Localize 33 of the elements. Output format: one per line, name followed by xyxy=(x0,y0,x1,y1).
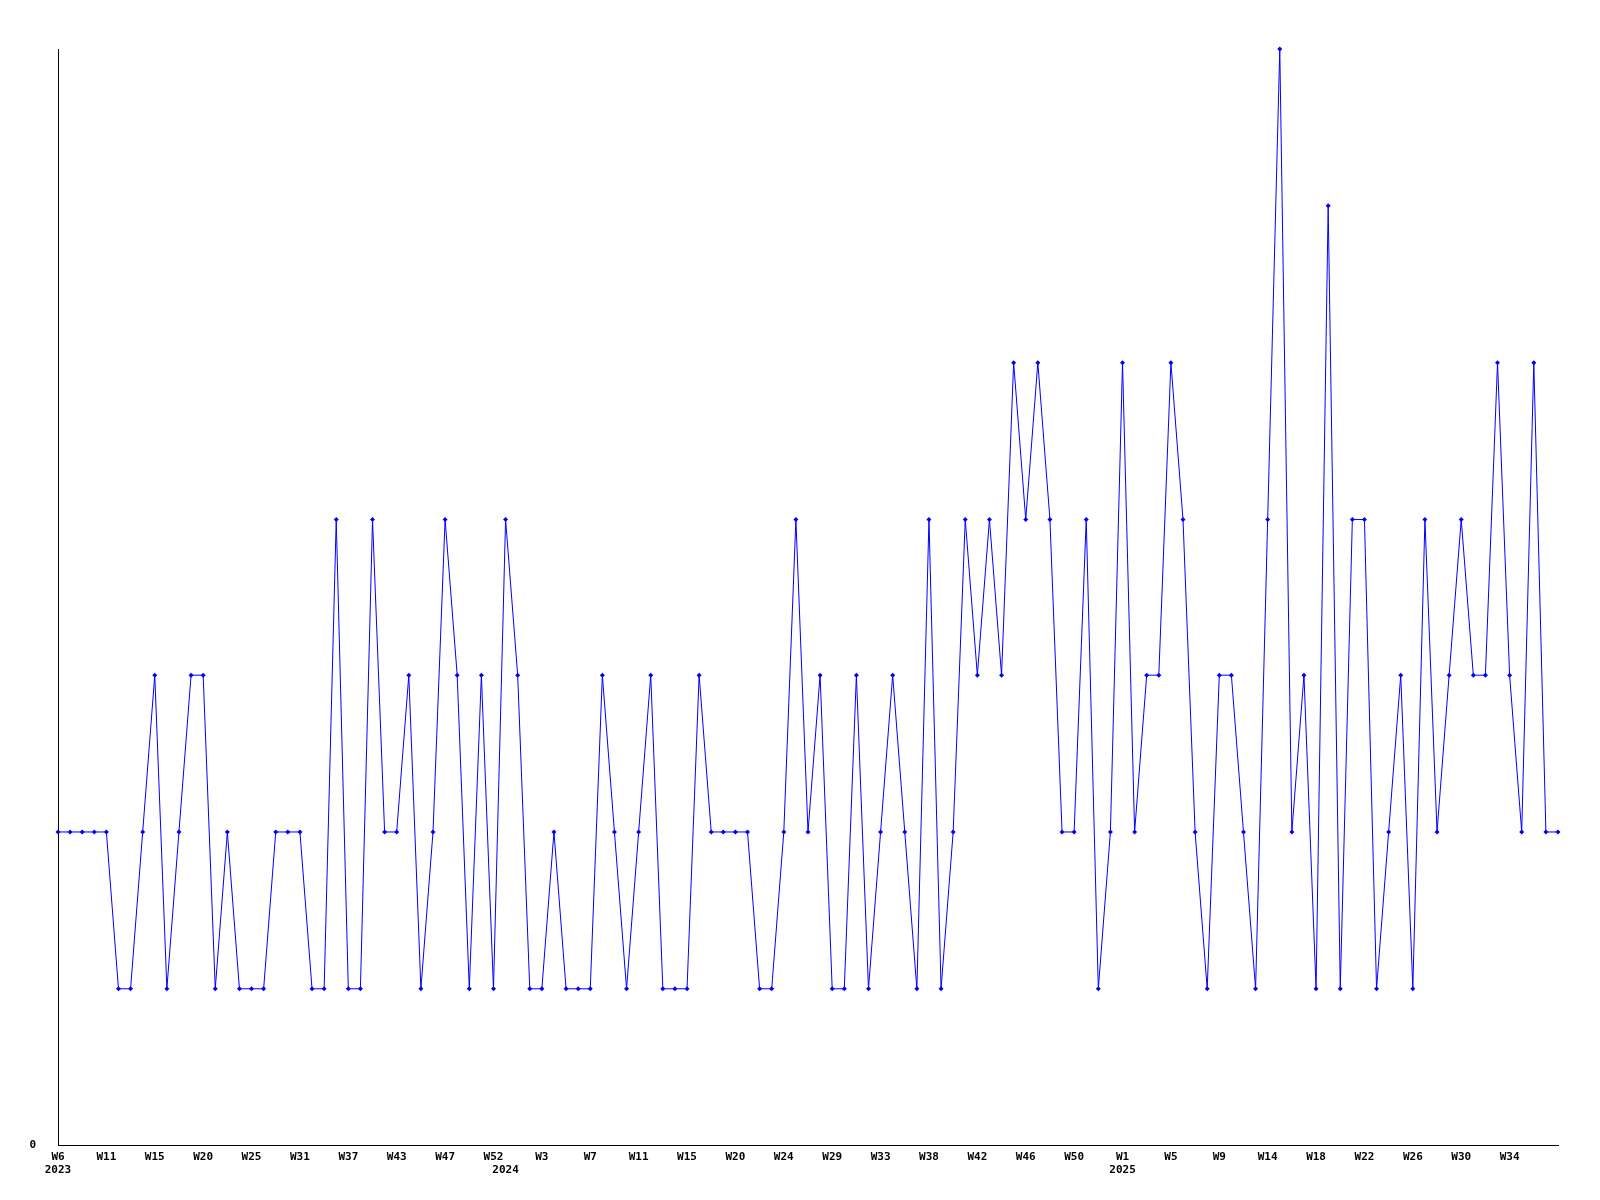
x-tick-label: W3 xyxy=(535,1150,549,1164)
x-tick-label: W9 xyxy=(1212,1150,1226,1164)
x-tick-label: W14 xyxy=(1257,1150,1278,1164)
x-tick-label: W25 xyxy=(241,1150,262,1164)
x-tick-label: W38 xyxy=(919,1150,939,1164)
x-tick-label: W20 xyxy=(725,1150,746,1164)
x-tick-label: W11 xyxy=(628,1150,649,1164)
x-tick-label: W37 xyxy=(338,1150,359,1164)
x-tick-label: W29 xyxy=(822,1150,843,1164)
x-tick-label: W11 xyxy=(96,1150,117,1164)
x-tick-label: W22 xyxy=(1354,1150,1375,1164)
x-tick-label: W7 xyxy=(583,1150,597,1164)
x-tick-label: W20 xyxy=(193,1150,214,1164)
x-tick-label: W24 xyxy=(773,1150,795,1164)
x-tick-label: W47 xyxy=(435,1150,456,1164)
x-tick-label: W18 xyxy=(1306,1150,1326,1164)
text: 0 xyxy=(29,1138,36,1152)
x-tick-label: W42 xyxy=(967,1150,988,1164)
x-tick-label: W30 xyxy=(1451,1150,1472,1164)
x-tick-label: W31 xyxy=(290,1150,311,1164)
x-tick-label: W43 xyxy=(386,1150,407,1164)
x-tick-label: 2024 xyxy=(492,1163,520,1177)
x-tick-label: W33 xyxy=(870,1150,891,1164)
x-tick-label: W34 xyxy=(1499,1150,1520,1164)
x-tick-label: W46 xyxy=(1015,1150,1037,1164)
x-tick-label: W1 2025 xyxy=(1109,1150,1136,1177)
x-tick-label: W15 xyxy=(677,1150,697,1164)
x-tick-label: W5 xyxy=(1164,1150,1178,1164)
x-tick-label: W15 xyxy=(144,1150,165,1164)
x-tick-label: W50 xyxy=(1064,1150,1085,1164)
x-tick-label: W52 xyxy=(483,1150,504,1164)
x-tick-label: W26 xyxy=(1402,1150,1424,1164)
x-tick-label: W6 2023 xyxy=(44,1150,72,1177)
